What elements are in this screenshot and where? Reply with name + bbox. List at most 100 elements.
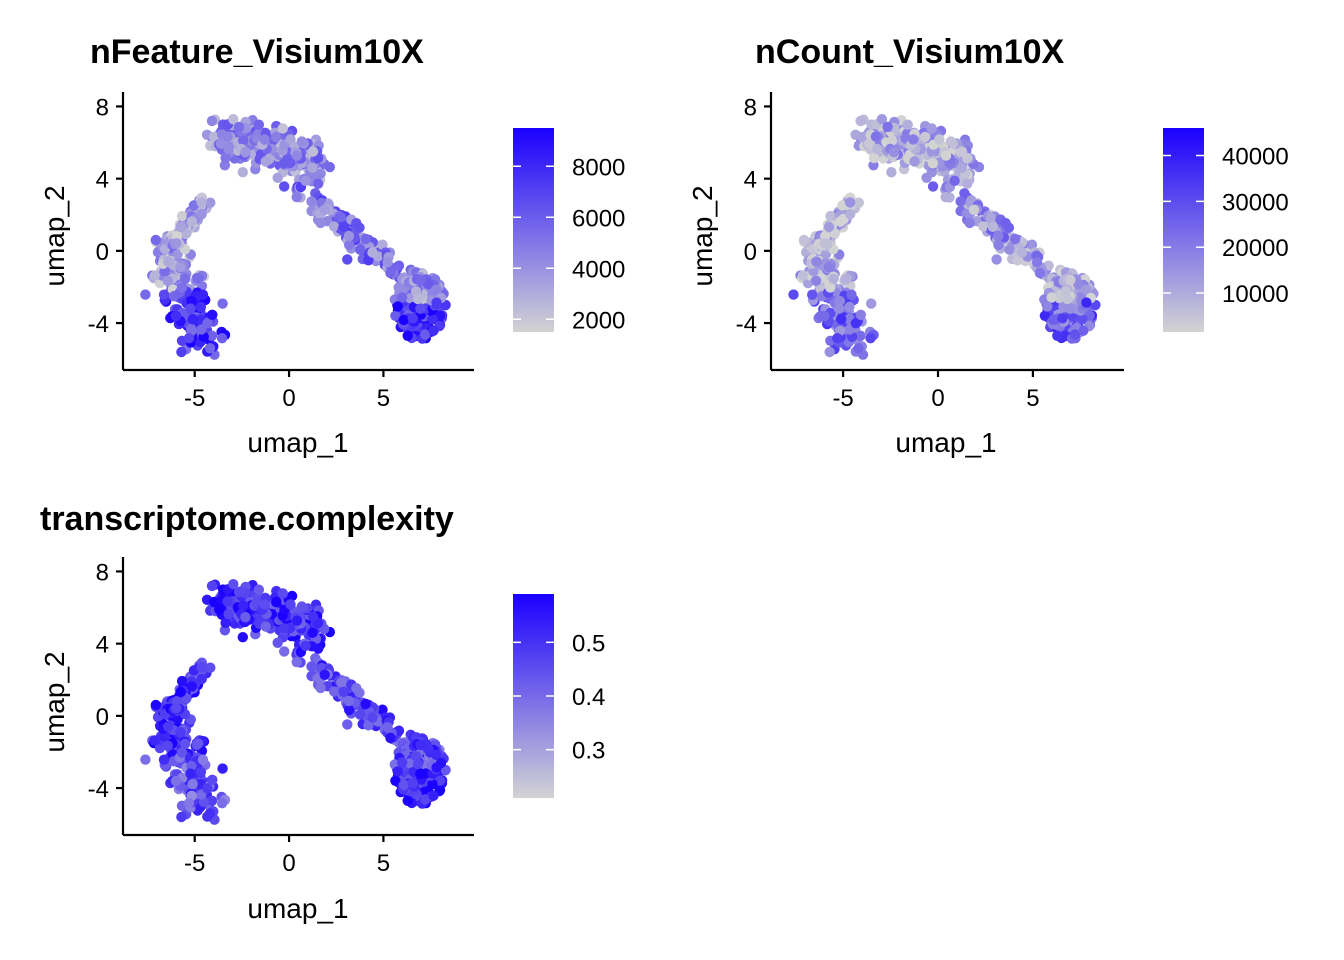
color-legend: 0.3 0.4 0.5: [513, 594, 605, 798]
data-point: [223, 608, 234, 620]
data-point: [888, 147, 900, 158]
data-point: [398, 779, 409, 791]
data-point: [208, 596, 220, 608]
data-point: [296, 136, 307, 147]
data-point: [797, 270, 809, 281]
data-point: [415, 303, 426, 314]
data-point: [410, 751, 422, 762]
data-point: [844, 301, 855, 313]
axes: -5 0 5 -4 0 4 8: [88, 557, 474, 877]
colorbar-label: 40000: [1222, 144, 1289, 171]
data-point: [876, 114, 888, 125]
data-point: [985, 212, 996, 223]
data-point: [886, 167, 897, 178]
data-point: [423, 278, 434, 290]
data-point: [253, 584, 265, 595]
data-point: [223, 143, 234, 155]
y-tick-label: 0: [96, 704, 109, 731]
data-point: [176, 346, 187, 358]
data-point: [955, 196, 966, 207]
data-point: [968, 204, 980, 215]
data-point: [296, 601, 307, 612]
data-point: [205, 662, 216, 673]
x-tick-label: 0: [931, 385, 944, 412]
axes: -5 0 5 -4 0 4 8: [88, 92, 474, 412]
data-point: [277, 123, 288, 134]
data-point: [319, 669, 330, 680]
data-point: [285, 134, 296, 145]
data-point: [313, 178, 324, 189]
data-point: [150, 699, 161, 711]
colorbar: [1163, 128, 1204, 332]
data-point: [259, 599, 270, 610]
data-point: [195, 301, 207, 313]
data-point: [1060, 286, 1072, 297]
data-point: [1004, 244, 1015, 255]
data-point: [819, 310, 830, 322]
data-point: [909, 156, 920, 167]
data-point: [1048, 314, 1059, 326]
data-point: [237, 167, 248, 178]
data-point: [183, 333, 195, 344]
data-point: [336, 677, 347, 688]
data-point: [360, 233, 371, 245]
data-point: [431, 762, 442, 773]
data-point: [825, 282, 836, 293]
data-point: [222, 131, 233, 142]
y-tick-label: 8: [744, 94, 757, 121]
data-point: [171, 703, 182, 714]
data-point: [207, 774, 218, 785]
data-point: [354, 709, 366, 720]
data-point: [392, 301, 403, 312]
data-point: [420, 794, 431, 805]
data-point: [163, 721, 174, 732]
data-point: [202, 783, 213, 794]
data-point: [1065, 274, 1076, 286]
data-point: [215, 138, 226, 149]
data-point: [196, 197, 207, 208]
data-point: [431, 297, 442, 308]
data-point: [206, 580, 218, 592]
data-point: [415, 739, 426, 751]
data-point: [841, 273, 852, 284]
data-point: [1046, 292, 1057, 303]
data-point: [344, 239, 355, 251]
x-tick-label: -5: [184, 850, 205, 877]
data-point: [300, 175, 311, 186]
data-point: [343, 695, 355, 707]
data-point: [855, 330, 866, 341]
data-point: [927, 181, 939, 192]
data-point: [845, 208, 856, 220]
data-point: [810, 275, 822, 286]
data-point: [285, 599, 296, 610]
panel-complexity: transcriptome.complexity -5 0 5 -4 0 4 8 umap_…: [39, 500, 605, 924]
data-point: [240, 612, 251, 623]
data-point: [204, 808, 216, 819]
data-point: [176, 282, 188, 293]
data-point: [216, 798, 228, 809]
colorbar: [513, 128, 554, 332]
data-point: [1081, 297, 1092, 308]
data-point: [886, 135, 898, 146]
data-point: [866, 298, 877, 309]
data-point: [206, 795, 218, 806]
data-point: [415, 274, 426, 286]
data-point: [1039, 310, 1051, 321]
colorbar-label: 8000: [572, 154, 625, 181]
data-point: [940, 191, 951, 203]
x-tick-label: -5: [184, 385, 205, 412]
data-point: [825, 210, 836, 222]
data-point: [216, 333, 228, 344]
data-point: [407, 313, 418, 324]
data-point: [991, 254, 1002, 265]
panel-ncount: nCount_Visium10X -5 0 5 -4 0 4 8 umap_1 umap_2…: [687, 33, 1289, 458]
data-point: [175, 262, 186, 273]
y-axis-title: umap_2: [687, 185, 718, 286]
data-point: [823, 262, 835, 273]
data-point: [238, 135, 249, 146]
data-point: [832, 333, 843, 344]
data-point: [868, 152, 880, 164]
data-point: [195, 766, 207, 778]
data-point: [850, 318, 862, 329]
data-point: [291, 656, 302, 668]
